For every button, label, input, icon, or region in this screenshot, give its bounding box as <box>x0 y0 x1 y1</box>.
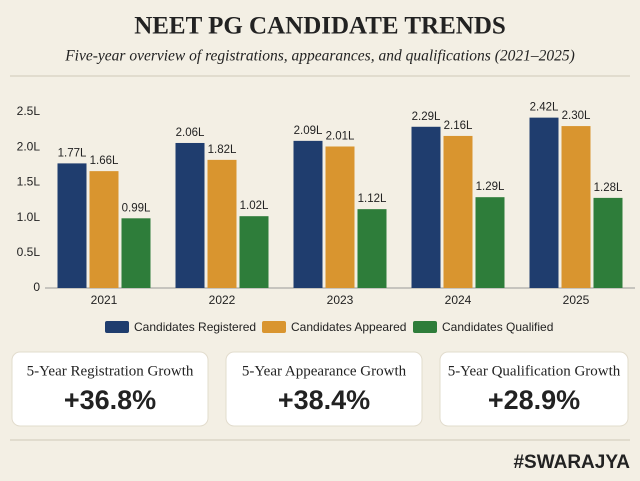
bar <box>207 159 237 288</box>
data-label: 1.12L <box>358 193 387 205</box>
legend-swatch <box>413 321 437 333</box>
bar <box>475 197 505 288</box>
data-label: 1.29L <box>476 181 505 193</box>
y-tick-label: 1.5L <box>17 175 41 189</box>
data-label: 1.02L <box>240 200 269 212</box>
x-tick-label: 2025 <box>563 293 590 307</box>
chart-subtitle: Five-year overview of registrations, app… <box>64 48 575 65</box>
legend-label: Candidates Qualified <box>442 320 553 334</box>
data-label: 2.29L <box>412 111 441 123</box>
legend-swatch <box>262 321 286 333</box>
data-label: 2.16L <box>444 120 473 132</box>
data-label: 0.99L <box>122 202 151 214</box>
bar <box>89 171 119 288</box>
y-tick-label: 1.0L <box>17 210 41 224</box>
bar <box>121 218 151 288</box>
data-label: 2.30L <box>562 110 591 122</box>
data-label: 1.77L <box>58 147 87 159</box>
stat-label: 5-Year Qualification Growth <box>448 363 621 379</box>
legend-swatch <box>105 321 129 333</box>
bar <box>293 140 323 288</box>
x-tick-label: 2024 <box>445 293 472 307</box>
x-tick-label: 2021 <box>91 293 118 307</box>
data-label: 1.82L <box>208 144 237 156</box>
bar <box>411 126 441 288</box>
data-label: 1.66L <box>90 155 119 167</box>
bar <box>561 126 591 288</box>
data-label: 2.42L <box>530 102 559 114</box>
stat-label: 5-Year Appearance Growth <box>242 363 407 379</box>
legend-label: Candidates Appeared <box>291 320 406 334</box>
bar <box>239 216 269 288</box>
stat-card <box>439 351 629 427</box>
data-label: 2.06L <box>176 127 205 139</box>
y-tick-label: 2.5L <box>17 104 41 118</box>
stat-value: +38.4% <box>278 385 370 415</box>
stat-card <box>11 351 209 427</box>
bar <box>443 135 473 288</box>
bar <box>529 117 559 288</box>
data-label: 2.09L <box>294 125 323 137</box>
brand: #SWARAJYA <box>513 452 630 473</box>
x-tick-label: 2023 <box>327 293 354 307</box>
y-tick-label: 0.5L <box>17 245 41 259</box>
bar <box>175 142 205 288</box>
x-tick-label: 2022 <box>209 293 236 307</box>
chart-title: NEET PG CANDIDATE TRENDS <box>134 13 506 40</box>
stat-label: 5-Year Registration Growth <box>27 363 194 379</box>
bar <box>357 209 387 288</box>
y-tick-label: 0 <box>33 280 40 294</box>
bar <box>593 197 623 288</box>
bar <box>57 163 87 288</box>
data-label: 2.01L <box>326 131 355 143</box>
bar <box>325 146 355 288</box>
stat-card <box>225 351 423 427</box>
stat-value: +36.8% <box>64 385 156 415</box>
y-tick-label: 2.0L <box>17 139 41 153</box>
data-label: 1.28L <box>594 182 623 194</box>
stat-value: +28.9% <box>488 385 580 415</box>
legend-label: Candidates Registered <box>134 320 256 334</box>
